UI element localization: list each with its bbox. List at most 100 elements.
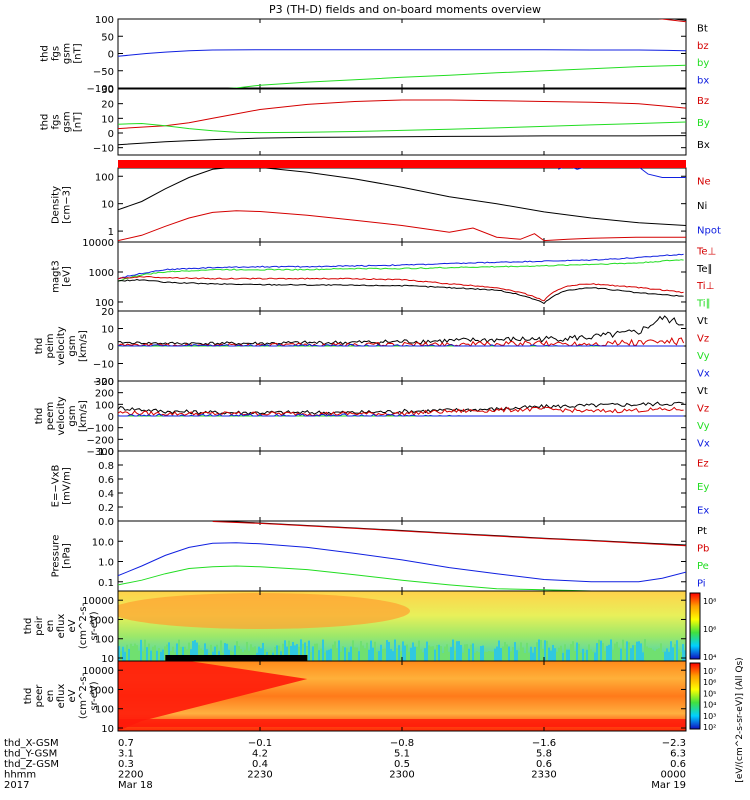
ion-flux-column — [410, 647, 412, 661]
orbit-row-value: 2300 — [389, 770, 414, 781]
y-axis-label-line: (cm^2-s- — [78, 672, 89, 719]
y-tick-label: 100 — [95, 298, 114, 309]
legend-fgs_gsm_zoom: Bz By Bx — [697, 96, 710, 151]
ion-flux-column — [682, 644, 684, 661]
y-tick-label: 10 — [101, 654, 114, 665]
ion-flux-column — [574, 651, 576, 661]
ion-flux-column — [594, 652, 596, 661]
legend-peim_velocity: Vt Vz Vy Vx — [697, 316, 710, 380]
y-tick-label: 100 — [95, 635, 114, 646]
legend-entry: Ni — [697, 201, 707, 212]
panel-efield: 1.0 0.8 0.6 0.4 0.2 0.0 E=−VxB [mV/m] Ez Ey Ex — [51, 447, 710, 528]
ion-flux-column — [332, 644, 334, 661]
ion-flux-column — [432, 646, 434, 661]
ion-flux-column — [118, 646, 120, 661]
ion-flux-column — [374, 641, 376, 661]
ion-flux-column — [302, 643, 304, 661]
ion-flux-column — [262, 642, 264, 661]
ion-flux-column — [430, 646, 432, 661]
ion-flux-column — [380, 644, 382, 661]
ion-flux-column — [530, 646, 532, 661]
ion-flux-column — [314, 643, 316, 661]
orbit-row-value: −2.3 — [662, 738, 686, 749]
y-tick-label: 20 — [101, 307, 114, 318]
ion-flux-column — [120, 651, 122, 661]
legend-entry: Vt — [697, 316, 708, 327]
y-axis-label-pressure: Pressure [nPa] — [51, 535, 73, 578]
ion-flux-column — [596, 643, 598, 661]
ion-flux-column — [378, 651, 380, 661]
y-tick-label: 0 — [108, 50, 114, 61]
ion-flux-column — [192, 640, 194, 661]
ion-flux-column — [662, 652, 664, 661]
ion-flux-column — [298, 646, 300, 661]
legend-entry: Pe — [697, 561, 709, 572]
ion-flux-column — [580, 652, 582, 661]
ion-flux-column — [456, 641, 458, 661]
panel-pressure: 10.0 1.0 0.1 Pressure [nPa] Pt Pb Pe Pi — [51, 520, 709, 592]
y-axis-pressure: 10.0 1.0 0.1 — [92, 537, 686, 589]
colorbar-tick-label: 10⁴ — [703, 653, 716, 662]
y-tick-label: 1000 — [89, 615, 114, 626]
colorbar-tick-label: 10⁴ — [703, 701, 716, 710]
y-tick-label: 100 — [95, 705, 114, 716]
ion-flux-column — [442, 652, 444, 661]
ion-flux-column — [648, 647, 650, 661]
ion-flux-column — [548, 647, 550, 661]
orbit-row-value: −0.1 — [248, 738, 272, 749]
ion-flux-column — [162, 649, 164, 661]
ion-flux-column — [590, 649, 592, 661]
ion-flux-column — [538, 639, 540, 661]
panel-temperature: 10000 1000 100 magt3 [eV] Te⊥ Te∥ Ti⊥ Ti∥ — [51, 238, 716, 312]
ion-flux-column — [278, 645, 280, 661]
y-axis-fgs_gsm: 100 50 0 −50 −100 — [87, 15, 686, 95]
series-fgs_gsm_zoom — [118, 99, 686, 146]
y-tick-label: 20 — [101, 100, 114, 111]
ion-flux-column — [458, 641, 460, 661]
ion-flux-column — [560, 645, 562, 661]
ion-flux-column — [470, 644, 472, 661]
ion-flux-column — [652, 649, 654, 661]
ion-flux-column — [512, 647, 514, 661]
ion-flux-column — [344, 647, 346, 661]
ion-flux-column — [632, 645, 634, 661]
ion-flux-column — [326, 650, 328, 661]
ion-flux-column — [354, 647, 356, 661]
y-axis-label-fgs_gsm: thd fgs gsm [nT] — [40, 43, 84, 64]
series-line-blue — [118, 253, 684, 280]
ion-flux-column — [136, 645, 138, 661]
ion-flux-column — [164, 646, 166, 661]
ion-flux-column — [426, 641, 428, 661]
y-axis-label-line: fgs — [51, 114, 62, 129]
orbit-row-value: 5.8 — [536, 749, 552, 760]
series-line-red — [118, 99, 686, 130]
ion-flux-column — [362, 645, 364, 661]
ion-flux-column — [636, 641, 638, 661]
ion-flux-column — [356, 647, 358, 661]
series-line-red — [212, 521, 686, 547]
y-axis-label-line: thd — [40, 45, 51, 62]
ion-flux-column — [488, 650, 490, 661]
y-tick-label: 1.0 — [98, 447, 114, 458]
legend-entry: Te∥ — [696, 264, 713, 275]
y-axis-label-line: gsm — [67, 335, 78, 356]
ion-flux-column — [216, 644, 218, 661]
ion-flux-column — [562, 652, 564, 661]
ion-flux-column — [460, 645, 462, 661]
ion-flux-column — [288, 640, 290, 661]
orbit-axis-labels: thd_X-GSM 0.7 −0.1 −0.8 −1.6 −2.3 thd_Y-GSM 3.1… — [4, 738, 686, 791]
ion-flux-column — [464, 644, 466, 661]
ion-flux-column — [454, 650, 456, 661]
ion-flux-column — [416, 646, 418, 661]
ion-flux-column — [634, 645, 636, 661]
legend-entry: Ex — [697, 505, 709, 516]
y-tick-label: 0.0 — [98, 517, 114, 528]
y-tick-label: −50 — [93, 67, 114, 78]
series-line-red — [118, 210, 686, 242]
ion-flux-column — [394, 639, 396, 661]
ion-flux-column — [550, 650, 552, 661]
ion-flux-column — [670, 641, 672, 661]
ion-flux-column — [346, 648, 348, 661]
colorbar-tick-label: 10⁶ — [703, 678, 716, 687]
ion-flux-column — [612, 649, 614, 661]
